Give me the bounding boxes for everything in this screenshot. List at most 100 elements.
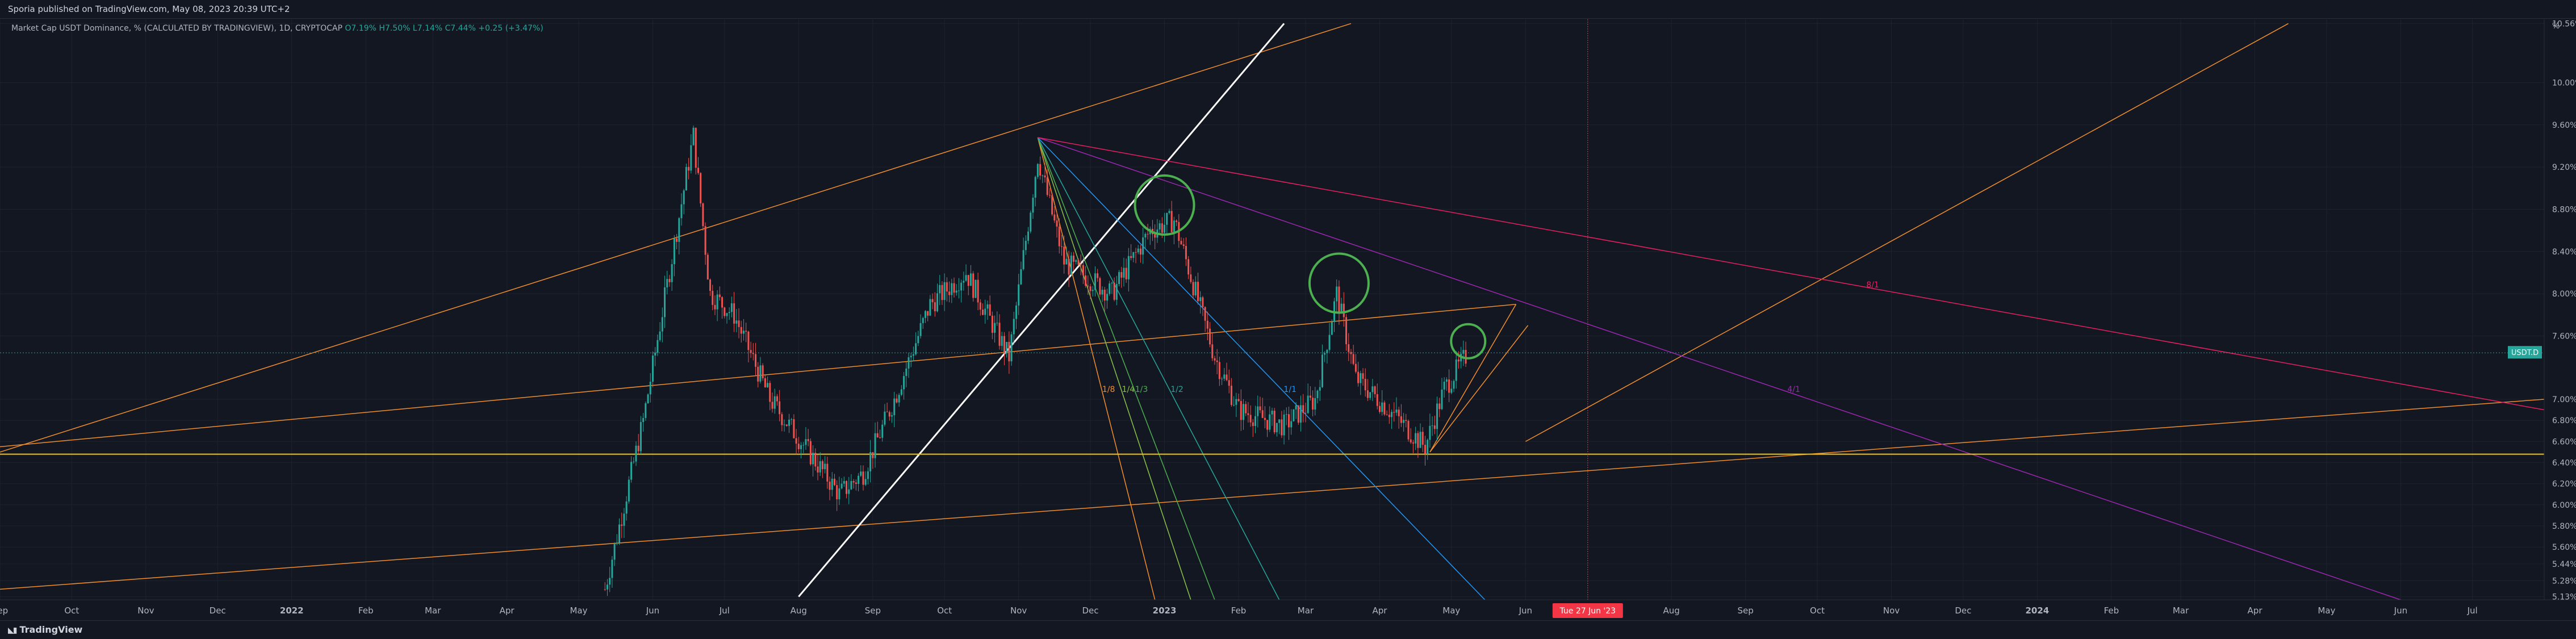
candle-body [817, 466, 819, 473]
candle-body [1159, 223, 1161, 230]
candle-body [1139, 248, 1141, 255]
time-tick-label: May [1442, 605, 1460, 616]
candle-body [1257, 406, 1259, 416]
candle-body [1340, 303, 1343, 314]
fan-ray-4-1 [1038, 137, 2401, 600]
candle-body [984, 308, 986, 315]
candle-body [673, 238, 675, 265]
fan-ray-1-8 [1037, 137, 1156, 600]
candle-body [903, 375, 905, 390]
candle-body [910, 356, 912, 358]
candle-body [1058, 226, 1060, 247]
candle-body [1374, 386, 1376, 395]
candle-body [1123, 268, 1125, 278]
candle-body [1441, 389, 1443, 410]
candle-body [726, 313, 728, 316]
candle-body [1307, 395, 1309, 414]
candle-body [1369, 392, 1371, 398]
candle-body [1412, 442, 1414, 444]
candle-body [872, 452, 874, 458]
candle-body [1366, 390, 1369, 398]
candle-body [1405, 420, 1407, 421]
candle-body [1235, 399, 1237, 405]
candle-body [1132, 252, 1135, 258]
candle-body [915, 343, 917, 354]
candle-body [1199, 297, 1202, 302]
candle-body [1223, 374, 1226, 379]
time-tick-label: Apr [2248, 605, 2263, 616]
candle-body [771, 402, 773, 409]
fan-label: 1/8 [1102, 385, 1115, 394]
candle-body [1130, 256, 1132, 258]
candle-body [1312, 398, 1314, 410]
candle-body [1216, 360, 1218, 362]
candle-body [745, 331, 747, 332]
candle-body [1164, 224, 1166, 233]
candle-body [884, 411, 886, 425]
candle-body [1218, 362, 1220, 379]
candle-body [1297, 405, 1299, 423]
time-tick-label: Feb [1231, 605, 1247, 616]
candle-body [1436, 403, 1438, 429]
candle-body [647, 394, 649, 403]
candle-body [637, 445, 639, 452]
candle-body [939, 285, 941, 294]
price-axis[interactable]: 10.56% 10.00% 9.60% 9.20% 8.80% 8.40% 8.00% 7.6… [2544, 19, 2576, 602]
time-tick-label: Jul [719, 605, 730, 616]
candle-body [700, 173, 702, 204]
candle-body [1187, 259, 1190, 275]
candle-body [1092, 290, 1094, 291]
candle-body [1003, 336, 1005, 354]
candle-body [858, 475, 860, 484]
highlight-circle [1308, 252, 1370, 314]
candle-body [1314, 398, 1316, 410]
price-tick-label: 5.60% [2552, 543, 2576, 552]
candle-body [1211, 344, 1214, 358]
candle-body [793, 419, 795, 438]
candle-body [1381, 402, 1383, 412]
candle-body [762, 365, 764, 378]
candle-body [831, 478, 833, 490]
candle-body [702, 203, 704, 227]
candle-body [750, 350, 752, 353]
candle-body [1273, 411, 1276, 433]
candle-body [908, 357, 910, 369]
cursor-date-badge [1552, 603, 1623, 618]
candle-body [977, 279, 979, 303]
candle-body [1293, 409, 1295, 421]
candle-body [1051, 195, 1053, 215]
fan-ray-1-3 [1037, 137, 1215, 600]
candle-body [755, 354, 757, 367]
candle-body [840, 483, 843, 488]
time-axis[interactable]: Sep Oct Nov Dec 2022 Feb Mar Apr May Jun Jul Aug Sep… [0, 599, 2576, 616]
candle-body [1391, 412, 1393, 417]
candle-body [1266, 420, 1269, 430]
price-tick-label: 5.28% [2552, 577, 2576, 586]
price-tick-label: 5.44% [2552, 560, 2576, 569]
symbol-title[interactable]: Market Cap USDT Dominance, % (CALCULATED… [11, 24, 342, 33]
candle-body [779, 401, 781, 415]
tradingview-logo[interactable]: ◣▮ TradingView [8, 624, 82, 635]
candle-body [738, 320, 740, 327]
candle-body [1125, 268, 1127, 279]
time-tick-label: 2024 [2025, 605, 2049, 616]
time-tick-label: Feb [358, 605, 374, 616]
candle-body [848, 489, 850, 494]
time-tick-label: Nov [1010, 605, 1027, 616]
candle-body [712, 291, 714, 305]
candle-body [1034, 177, 1036, 198]
fan-label: 4/1 [1787, 385, 1800, 394]
price-tick-label: 6.00% [2552, 501, 2576, 510]
candle-body [867, 471, 869, 479]
candle-body [1202, 297, 1204, 307]
candle-body [1247, 413, 1249, 415]
chart-grid [0, 19, 2544, 600]
candle-body [1415, 433, 1417, 444]
candle-body [616, 542, 618, 544]
candle-body [1209, 328, 1211, 345]
candle-body [1352, 354, 1354, 364]
candle-body [1383, 402, 1386, 415]
candle-body [1362, 373, 1364, 379]
symbol-legend[interactable]: Market Cap USDT Dominance, % (CALCULATED… [11, 24, 543, 33]
